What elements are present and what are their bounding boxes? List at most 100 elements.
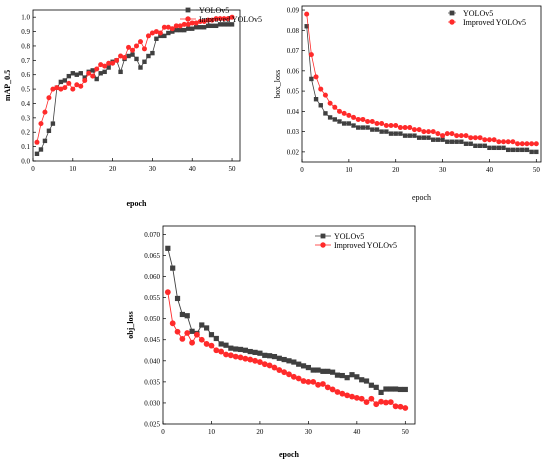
x-axis-label: epoch: [412, 193, 431, 202]
data-point: [344, 392, 351, 399]
data-point: [392, 403, 399, 410]
data-point: [242, 355, 249, 362]
data-point: [505, 139, 511, 145]
data-point: [332, 104, 338, 110]
series-line: [167, 292, 406, 409]
data-point: [360, 125, 366, 130]
data-point: [378, 398, 384, 405]
x-tick-label: 10: [345, 166, 353, 174]
x-axis-label: epoch: [279, 450, 300, 459]
data-point: [315, 367, 321, 373]
data-point: [384, 129, 389, 134]
data-point: [158, 33, 163, 39]
data-point: [374, 121, 380, 127]
data-point: [247, 356, 254, 363]
data-point: [529, 149, 534, 155]
data-point: [458, 133, 464, 139]
data-point: [189, 339, 195, 346]
series-yolov5: [304, 24, 539, 155]
data-point: [193, 20, 199, 26]
data-point: [402, 405, 409, 411]
plot-frame: [32, 9, 241, 162]
legend-label: YOLOv5: [463, 9, 493, 18]
y-tick-label: 0.6: [21, 71, 30, 79]
data-point: [412, 133, 417, 138]
data-point: [42, 109, 48, 115]
data-point: [341, 121, 347, 126]
data-point: [154, 36, 159, 41]
data-point: [468, 141, 473, 146]
y-tick-label: 0.025: [144, 421, 160, 429]
y-tick-label: 0.0: [21, 158, 30, 166]
data-point: [78, 83, 84, 89]
y-tick-label: 0.050: [144, 315, 160, 323]
y-tick-label: 0.05: [287, 88, 300, 96]
data-point: [94, 66, 100, 72]
data-point: [304, 24, 309, 29]
data-point: [126, 53, 131, 59]
data-point: [110, 60, 116, 66]
data-point: [310, 367, 316, 373]
data-point: [402, 125, 408, 131]
data-point: [519, 141, 525, 147]
data-point: [393, 386, 399, 392]
legend-marker: [449, 19, 455, 25]
data-point: [149, 30, 155, 36]
data-point: [34, 139, 40, 145]
data-point: [213, 335, 219, 342]
data-point: [383, 386, 389, 392]
data-point: [388, 123, 394, 129]
data-point: [197, 25, 203, 30]
data-point: [218, 341, 224, 347]
data-point: [515, 141, 521, 147]
data-point: [459, 139, 464, 144]
data-point: [106, 60, 112, 66]
data-point: [78, 71, 83, 76]
data-point: [213, 23, 219, 29]
data-point: [242, 347, 248, 353]
data-point: [445, 139, 450, 144]
data-point: [145, 33, 151, 39]
data-point: [524, 141, 530, 147]
data-point: [336, 108, 342, 114]
y-tick-label: 0.045: [144, 336, 160, 344]
x-tick-label: 0: [300, 166, 304, 174]
x-tick-label: 40: [353, 428, 361, 436]
data-point: [329, 386, 336, 393]
data-point: [368, 382, 374, 388]
data-point: [178, 27, 183, 33]
data-point: [50, 121, 56, 126]
data-point: [373, 384, 379, 390]
data-point: [118, 69, 123, 75]
data-point: [296, 361, 302, 367]
data-point: [174, 27, 179, 33]
y-tick-label: 0.3: [21, 114, 30, 122]
data-point: [529, 141, 535, 147]
data-point: [440, 137, 445, 142]
data-point: [229, 22, 235, 27]
data-point: [213, 16, 219, 22]
data-point: [213, 347, 220, 354]
map-chart: 0 10 20 30 40 50 0.0 0.1 0.2 0.3 0.4 0.5 0.6 0.7 0.8 0.…: [3, 6, 262, 208]
y-tick-label: 0.02: [287, 148, 300, 156]
data-point: [426, 135, 431, 140]
data-point: [194, 25, 199, 30]
data-point: [74, 82, 80, 88]
x-tick-label: 50: [402, 428, 410, 436]
data-point: [189, 328, 195, 334]
data-point: [174, 295, 181, 302]
data-point: [341, 110, 347, 116]
data-point: [228, 345, 234, 351]
x-axis-label: epoch: [127, 199, 148, 208]
data-point: [407, 133, 412, 138]
x-tick-label: 40: [189, 165, 197, 173]
data-point: [227, 352, 234, 359]
y-tick-label: 1.0: [21, 14, 30, 22]
data-point: [261, 361, 268, 368]
data-point: [290, 373, 297, 380]
data-point: [308, 52, 314, 58]
data-point: [102, 63, 108, 69]
